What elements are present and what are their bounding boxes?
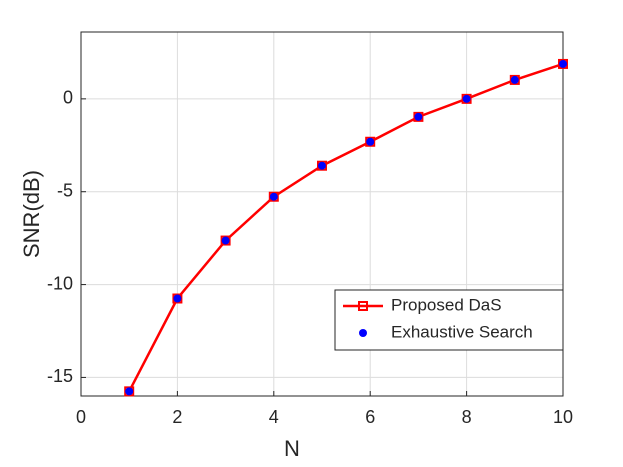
y-tick-label: -5 bbox=[57, 180, 73, 200]
marker bbox=[318, 161, 326, 170]
x-tick-label: 8 bbox=[462, 407, 472, 427]
y-axis-label: SNR(dB) bbox=[19, 170, 44, 258]
marker bbox=[221, 236, 230, 245]
marker bbox=[269, 192, 278, 201]
x-tick-label: 10 bbox=[553, 407, 573, 427]
marker bbox=[125, 387, 134, 396]
line bbox=[128, 62, 564, 392]
x-tick-label: 2 bbox=[172, 407, 182, 427]
x-tick-label: 0 bbox=[76, 407, 86, 427]
y-tick-label: -15 bbox=[47, 366, 73, 386]
y-tick-label: -10 bbox=[47, 273, 73, 293]
marker bbox=[366, 137, 375, 146]
x-axis-label: N bbox=[284, 436, 300, 461]
series bbox=[125, 59, 567, 396]
x-tick-label: 6 bbox=[365, 407, 375, 427]
marker bbox=[173, 294, 182, 303]
legend: Proposed DaS Exhaustive Search bbox=[334, 289, 564, 351]
legend-label: Exhaustive Search bbox=[391, 322, 533, 341]
marker bbox=[359, 329, 367, 337]
marker bbox=[358, 301, 368, 311]
marker bbox=[462, 94, 471, 103]
legend-label: Proposed DaS bbox=[391, 295, 502, 314]
marker bbox=[559, 59, 567, 68]
y-tick-label: 0 bbox=[63, 88, 73, 108]
marker bbox=[510, 75, 519, 84]
marker bbox=[414, 112, 423, 121]
x-tick-label: 4 bbox=[269, 407, 279, 427]
legend-box bbox=[334, 289, 564, 351]
plot-frame bbox=[80, 31, 564, 397]
